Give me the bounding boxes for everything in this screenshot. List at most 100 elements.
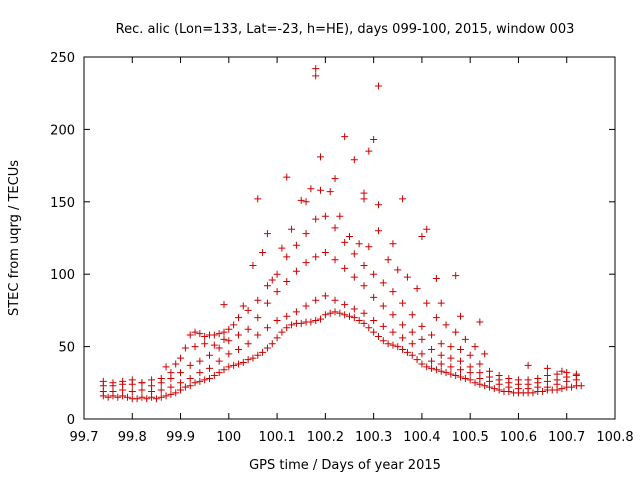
data-point [341,133,349,141]
data-point [399,345,407,353]
data-point [215,369,223,377]
data-point [133,395,141,403]
data-point [302,230,310,238]
data-point [384,256,392,264]
data-point [128,387,136,395]
data-point [225,350,233,358]
data-point [384,340,392,348]
data-point [457,373,465,381]
data-point [99,377,107,385]
data-point [317,186,325,194]
data-point [172,389,180,397]
data-point [321,212,329,220]
data-point [457,312,465,320]
data-point [201,340,209,348]
data-point [553,370,561,378]
data-point [524,361,532,369]
data-point [336,309,344,317]
data-point [514,376,522,384]
data-point [471,379,479,387]
data-point [457,366,465,374]
data-point [543,372,551,380]
data-point [534,374,542,382]
data-point [138,386,146,394]
data-point [476,318,484,326]
data-point [457,345,465,353]
data-point [471,343,479,351]
data-point [524,376,532,384]
data-point [350,156,358,164]
data-point [389,341,397,349]
data-point [234,360,242,368]
data-point [138,393,146,401]
data-point [418,335,426,343]
data-point [360,282,368,290]
data-point [206,364,214,372]
data-point [379,322,387,330]
data-point [529,389,537,397]
data-point [196,369,204,377]
chart-title: Rec. alic (Lon=133, Lat=-23, h=HE), days… [116,22,575,37]
data-point [167,369,175,377]
data-point [408,340,416,348]
data-point [370,317,378,325]
data-point [355,240,363,248]
data-point [186,361,194,369]
y-tick-label: 250 [50,51,75,66]
data-point [268,276,276,284]
data-point [292,267,300,275]
data-point [167,383,175,391]
data-point [374,227,382,235]
data-point [481,382,489,390]
data-point [466,376,474,384]
x-tick-label: 99.9 [166,430,195,445]
data-point [558,385,566,393]
data-point [408,351,416,359]
data-point [350,314,358,322]
data-point [481,350,489,358]
data-point [432,366,440,374]
x-tick-label: 100.8 [596,430,633,445]
y-tick-label: 200 [50,123,75,138]
data-point [360,195,368,203]
data-point [418,360,426,368]
data-point [423,225,431,233]
data-point [317,315,325,323]
plot-frame [83,56,616,420]
data-point [292,308,300,316]
data-point [302,198,310,206]
data-point [563,369,571,377]
data-point [220,301,228,309]
data-point [215,357,223,365]
data-point [437,299,445,307]
data-point [273,317,281,325]
data-point [210,331,218,339]
data-point [288,225,296,233]
data-point [254,195,262,203]
data-point [379,279,387,287]
data-point [379,337,387,345]
y-tick-label: 150 [50,196,75,211]
data-point [326,309,334,317]
data-point [259,248,267,256]
data-point [191,328,199,336]
data-point [239,302,247,310]
data-point [331,256,339,264]
data-point [186,331,194,339]
x-tick-label: 99.8 [118,430,147,445]
data-point [196,330,204,338]
data-point [109,379,117,387]
data-point [476,369,484,377]
data-point [452,272,460,280]
y-tick-label: 0 [67,413,75,428]
data-point [355,317,363,325]
data-point [399,334,407,342]
data-point [254,351,262,359]
data-point [413,285,421,293]
data-point [442,321,450,329]
x-tick-label: 99.7 [70,430,99,445]
data-point [437,340,445,348]
data-point [167,390,175,398]
data-point [389,240,397,248]
